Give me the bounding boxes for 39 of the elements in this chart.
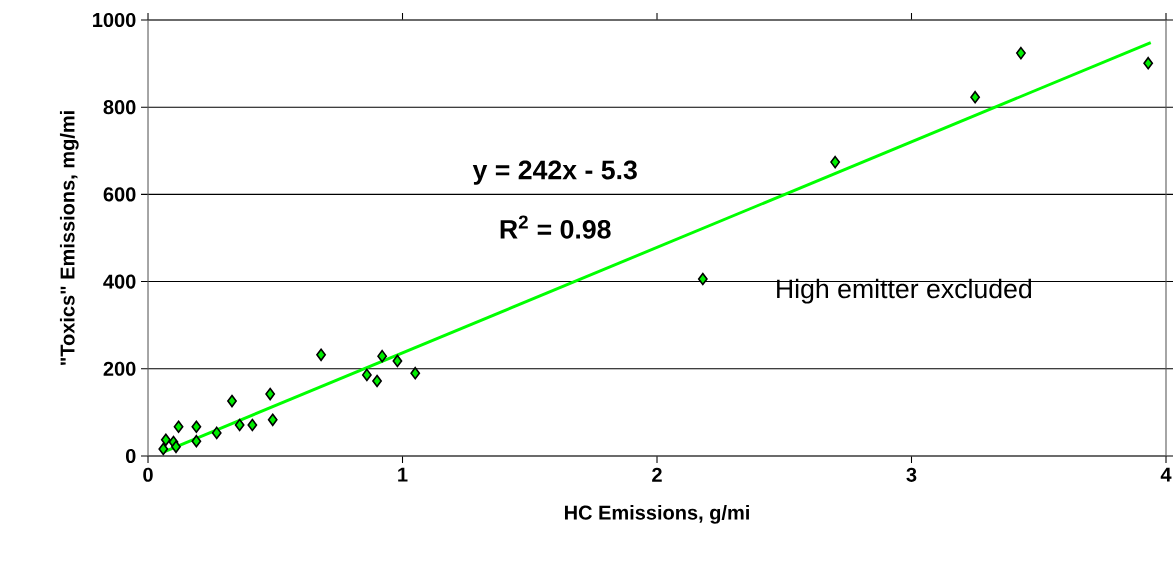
point [247,418,258,432]
point [227,394,237,408]
y-axis-title: "Toxics" Emissions, mg/mi [59,111,79,365]
point [267,413,278,427]
point [191,420,202,434]
y-tick-label: 400 [103,274,136,289]
point [265,387,276,401]
y-tick-label: 600 [103,187,136,202]
point [171,440,181,454]
y-tick-label: 800 [103,100,136,115]
annotation: High emitter excluded [777,278,1032,304]
point [372,374,382,388]
point [211,426,222,440]
y-tick-label: 1000 [93,12,136,28]
point [191,434,202,448]
point [377,349,388,363]
x-tick-label: 3 [906,467,917,482]
point [158,442,169,456]
x-axis-title: HC Emissions, g/mi [564,505,749,524]
point [830,155,841,169]
x-tick-label: 1 [398,467,408,482]
point [173,420,184,434]
annotation: R$^{2}$ = 0.98 [500,215,611,239]
x-tick-label: 2 [652,467,662,482]
point [392,354,403,368]
annotation: y = 242x - 5.3 [472,160,637,185]
point [1143,56,1154,70]
point [1016,46,1026,60]
point [234,418,245,432]
y-tick-label: 0 [125,448,136,464]
point [697,272,708,286]
x-tick-label: 0 [143,467,153,482]
point [316,348,326,362]
point [970,90,981,104]
point [160,433,171,447]
x-tick-label: 4 [1160,467,1172,482]
y-tick-label: 200 [103,361,136,376]
point [410,366,421,380]
point [361,368,372,382]
